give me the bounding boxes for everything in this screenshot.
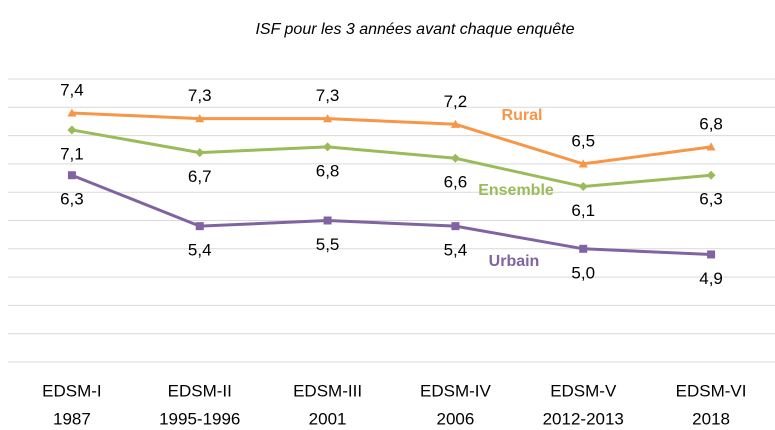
data-label: 4,9 bbox=[699, 269, 723, 288]
marker bbox=[707, 250, 716, 259]
x-tick-label: 1987 bbox=[53, 409, 91, 428]
x-tick-label: EDSM-I bbox=[42, 381, 102, 400]
x-tick-label: EDSM-IV bbox=[420, 381, 492, 400]
series-line bbox=[71, 173, 712, 256]
data-label: 6,8 bbox=[316, 161, 340, 180]
legend-label: Urbain bbox=[489, 253, 540, 270]
data-label: 6,5 bbox=[571, 131, 595, 150]
data-label: 7,4 bbox=[60, 80, 84, 99]
marker bbox=[195, 222, 204, 231]
legend-label: Ensemble bbox=[478, 182, 554, 199]
marker bbox=[195, 148, 205, 158]
data-label: 6,3 bbox=[699, 190, 723, 209]
data-label: 5,5 bbox=[316, 235, 340, 254]
marker bbox=[323, 114, 333, 123]
data-label: 7,3 bbox=[316, 86, 340, 105]
marker bbox=[450, 119, 460, 128]
marker bbox=[706, 142, 716, 151]
marker bbox=[450, 153, 460, 163]
data-label: 7,1 bbox=[60, 144, 84, 163]
x-tick-label: 1995-1996 bbox=[159, 409, 240, 428]
x-tick-label: 2001 bbox=[309, 409, 347, 428]
data-label: 7,2 bbox=[444, 92, 468, 111]
data-label: 5,4 bbox=[444, 241, 468, 260]
marker bbox=[67, 108, 77, 117]
series-line bbox=[71, 111, 712, 166]
marker bbox=[67, 125, 77, 135]
legend-label: Rural bbox=[502, 107, 543, 124]
marker bbox=[578, 182, 588, 192]
marker bbox=[67, 171, 76, 180]
marker bbox=[706, 170, 716, 180]
data-label: 6,1 bbox=[571, 201, 595, 220]
series-line bbox=[71, 128, 712, 189]
x-tick-label: 2006 bbox=[437, 409, 475, 428]
marker bbox=[578, 159, 588, 168]
marker bbox=[323, 216, 332, 225]
marker bbox=[195, 114, 205, 123]
marker bbox=[323, 142, 333, 152]
data-label: 7,3 bbox=[188, 86, 212, 105]
x-tick-label: EDSM-III bbox=[293, 381, 362, 400]
data-label: 6,8 bbox=[699, 114, 723, 133]
data-label: 6,7 bbox=[188, 167, 212, 186]
marker bbox=[579, 244, 588, 253]
marker bbox=[451, 222, 460, 231]
data-label: 5,4 bbox=[188, 241, 212, 260]
x-tick-label: EDSM-VI bbox=[676, 381, 747, 400]
data-label: 6,3 bbox=[60, 190, 84, 209]
data-label: 5,0 bbox=[571, 263, 595, 282]
x-tick-label: EDSM-V bbox=[550, 381, 617, 400]
x-tick-label: 2012-2013 bbox=[543, 409, 624, 428]
data-label: 6,6 bbox=[444, 173, 468, 192]
x-tick-label: EDSM-II bbox=[168, 381, 232, 400]
chart-title: ISF pour les 3 années avant chaque enquê… bbox=[255, 21, 574, 38]
x-tick-label: 2018 bbox=[692, 409, 730, 428]
